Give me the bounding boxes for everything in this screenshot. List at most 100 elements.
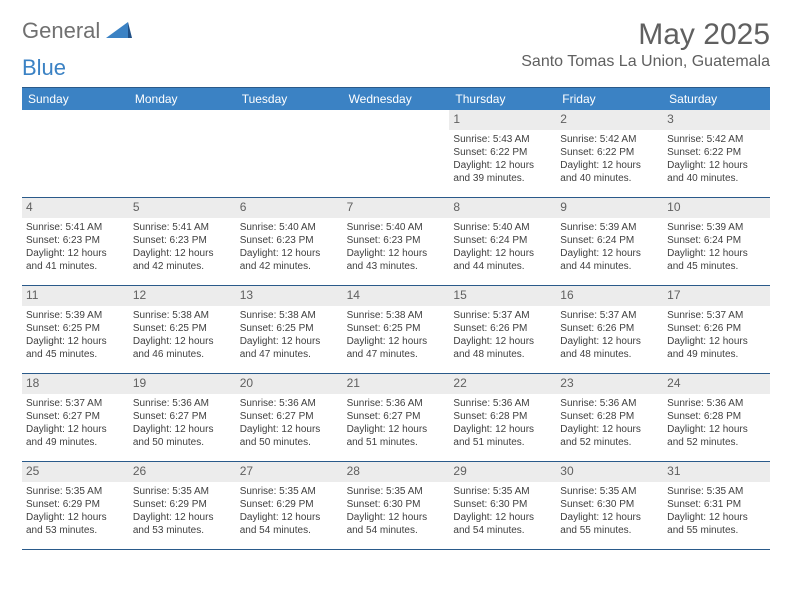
sunset-text: Sunset: 6:23 PM [26, 234, 125, 247]
day-number: 21 [343, 374, 450, 394]
day-number: 5 [129, 198, 236, 218]
day-number: 14 [343, 286, 450, 306]
sunrise-text: Sunrise: 5:43 AM [453, 133, 552, 146]
sunset-text: Sunset: 6:27 PM [347, 410, 446, 423]
day-number: 12 [129, 286, 236, 306]
weekday-saturday: Saturday [663, 88, 770, 110]
sunrise-text: Sunrise: 5:40 AM [453, 221, 552, 234]
weekday-tuesday: Tuesday [236, 88, 343, 110]
weekday-friday: Friday [556, 88, 663, 110]
day-number: 22 [449, 374, 556, 394]
sunrise-text: Sunrise: 5:35 AM [667, 485, 766, 498]
calendar-cell: 17Sunrise: 5:37 AMSunset: 6:26 PMDayligh… [663, 286, 770, 374]
calendar-cell: 14Sunrise: 5:38 AMSunset: 6:25 PMDayligh… [343, 286, 450, 374]
day-number: 25 [22, 462, 129, 482]
daylight-text: Daylight: 12 hours and 44 minutes. [453, 247, 552, 273]
daylight-text: Daylight: 12 hours and 54 minutes. [240, 511, 339, 537]
sunrise-text: Sunrise: 5:42 AM [667, 133, 766, 146]
sunset-text: Sunset: 6:26 PM [560, 322, 659, 335]
daylight-text: Daylight: 12 hours and 47 minutes. [347, 335, 446, 361]
daylight-text: Daylight: 12 hours and 54 minutes. [453, 511, 552, 537]
daylight-text: Daylight: 12 hours and 48 minutes. [453, 335, 552, 361]
day-number: 30 [556, 462, 663, 482]
calendar-cell: 31Sunrise: 5:35 AMSunset: 6:31 PMDayligh… [663, 462, 770, 550]
daylight-text: Daylight: 12 hours and 44 minutes. [560, 247, 659, 273]
day-number: 7 [343, 198, 450, 218]
daylight-text: Daylight: 12 hours and 53 minutes. [26, 511, 125, 537]
sunset-text: Sunset: 6:31 PM [667, 498, 766, 511]
sunrise-text: Sunrise: 5:36 AM [347, 397, 446, 410]
sunrise-text: Sunrise: 5:36 AM [453, 397, 552, 410]
daylight-text: Daylight: 12 hours and 47 minutes. [240, 335, 339, 361]
sunset-text: Sunset: 6:25 PM [347, 322, 446, 335]
sunrise-text: Sunrise: 5:36 AM [667, 397, 766, 410]
calendar-cell: 5Sunrise: 5:41 AMSunset: 6:23 PMDaylight… [129, 198, 236, 286]
sunset-text: Sunset: 6:30 PM [347, 498, 446, 511]
sunrise-text: Sunrise: 5:35 AM [240, 485, 339, 498]
sunset-text: Sunset: 6:23 PM [240, 234, 339, 247]
calendar-cell: 25Sunrise: 5:35 AMSunset: 6:29 PMDayligh… [22, 462, 129, 550]
day-number: 26 [129, 462, 236, 482]
logo-text-general: General [22, 18, 100, 44]
sunset-text: Sunset: 6:27 PM [133, 410, 232, 423]
sunrise-text: Sunrise: 5:35 AM [133, 485, 232, 498]
daylight-text: Daylight: 12 hours and 51 minutes. [347, 423, 446, 449]
calendar: Sunday Monday Tuesday Wednesday Thursday… [22, 87, 770, 550]
daylight-text: Daylight: 12 hours and 55 minutes. [560, 511, 659, 537]
calendar-grid: ....1Sunrise: 5:43 AMSunset: 6:22 PMDayl… [22, 110, 770, 550]
sunset-text: Sunset: 6:28 PM [560, 410, 659, 423]
calendar-cell: 15Sunrise: 5:37 AMSunset: 6:26 PMDayligh… [449, 286, 556, 374]
sunrise-text: Sunrise: 5:38 AM [133, 309, 232, 322]
day-number: 2 [556, 110, 663, 130]
daylight-text: Daylight: 12 hours and 55 minutes. [667, 511, 766, 537]
calendar-cell: 4Sunrise: 5:41 AMSunset: 6:23 PMDaylight… [22, 198, 129, 286]
calendar-cell: 13Sunrise: 5:38 AMSunset: 6:25 PMDayligh… [236, 286, 343, 374]
sunrise-text: Sunrise: 5:35 AM [560, 485, 659, 498]
calendar-cell: 3Sunrise: 5:42 AMSunset: 6:22 PMDaylight… [663, 110, 770, 198]
day-number: 29 [449, 462, 556, 482]
calendar-cell: 27 Sunrise: 5:35 AMSunset: 6:29 PMDayligh… [236, 462, 343, 550]
day-number: 23 [556, 374, 663, 394]
logo-triangle-icon [106, 18, 132, 44]
weekday-header-row: Sunday Monday Tuesday Wednesday Thursday… [22, 87, 770, 110]
logo-text-blue: Blue [22, 55, 66, 81]
calendar-page: General May 2025 Santo Tomas La Union, G… [0, 0, 792, 558]
sunset-text: Sunset: 6:23 PM [133, 234, 232, 247]
daylight-text: Daylight: 12 hours and 46 minutes. [133, 335, 232, 361]
sunset-text: Sunset: 6:30 PM [560, 498, 659, 511]
sunset-text: Sunset: 6:28 PM [453, 410, 552, 423]
sunrise-text: Sunrise: 5:38 AM [240, 309, 339, 322]
day-number: 24 [663, 374, 770, 394]
day-number: 10 [663, 198, 770, 218]
weekday-monday: Monday [129, 88, 236, 110]
day-number: 27 [236, 462, 343, 482]
sunset-text: Sunset: 6:29 PM [26, 498, 125, 511]
sunset-text: Sunset: 6:24 PM [560, 234, 659, 247]
sunrise-text: Sunrise: 5:37 AM [26, 397, 125, 410]
daylight-text: Daylight: 12 hours and 51 minutes. [453, 423, 552, 449]
sunrise-text: Sunrise: 5:41 AM [26, 221, 125, 234]
daylight-text: Daylight: 12 hours and 49 minutes. [26, 423, 125, 449]
calendar-cell-empty: . [22, 110, 129, 198]
day-number: 3 [663, 110, 770, 130]
calendar-cell: 11Sunrise: 5:39 AMSunset: 6:25 PMDayligh… [22, 286, 129, 374]
day-number: 13 [236, 286, 343, 306]
daylight-text: Daylight: 12 hours and 42 minutes. [133, 247, 232, 273]
daylight-text: Daylight: 12 hours and 41 minutes. [26, 247, 125, 273]
sunset-text: Sunset: 6:29 PM [133, 498, 232, 511]
day-number: 8 [449, 198, 556, 218]
calendar-cell: 12Sunrise: 5:38 AMSunset: 6:25 PMDayligh… [129, 286, 236, 374]
sunset-text: Sunset: 6:22 PM [667, 146, 766, 159]
day-number: 11 [22, 286, 129, 306]
daylight-text: Daylight: 12 hours and 52 minutes. [667, 423, 766, 449]
calendar-cell: 10Sunrise: 5:39 AMSunset: 6:24 PMDayligh… [663, 198, 770, 286]
sunset-text: Sunset: 6:29 PM [240, 498, 339, 511]
sunset-text: Sunset: 6:22 PM [560, 146, 659, 159]
sunset-text: Sunset: 6:23 PM [347, 234, 446, 247]
sunrise-text: Sunrise: 5:42 AM [560, 133, 659, 146]
daylight-text: Daylight: 12 hours and 50 minutes. [240, 423, 339, 449]
sunrise-text: Sunrise: 5:40 AM [240, 221, 339, 234]
daylight-text: Daylight: 12 hours and 54 minutes. [347, 511, 446, 537]
sunset-text: Sunset: 6:22 PM [453, 146, 552, 159]
weekday-wednesday: Wednesday [343, 88, 450, 110]
